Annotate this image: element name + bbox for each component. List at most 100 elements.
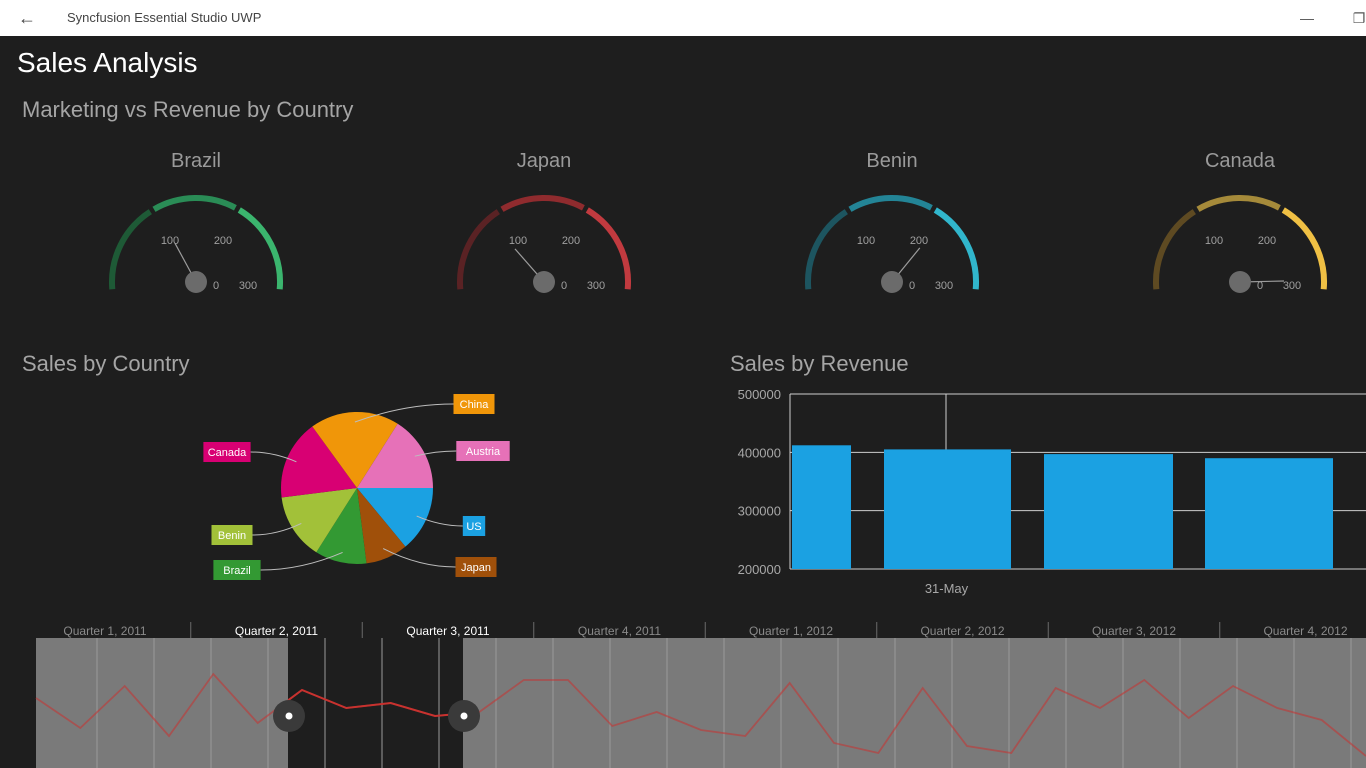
title-bar: ← Syncfusion Essential Studio UWP — ❐ bbox=[0, 0, 1366, 36]
bar-y-tick-label: 200000 bbox=[738, 562, 781, 577]
pie-label-connector bbox=[260, 551, 343, 571]
gauge-title: Canada bbox=[1204, 150, 1276, 172]
gauge-range-arc bbox=[804, 209, 848, 290]
gauge-scale-label: 200 bbox=[1258, 235, 1276, 247]
pie-data-label: Austria bbox=[466, 446, 501, 458]
pie-label-box bbox=[456, 441, 510, 461]
navigator-selected-range bbox=[288, 638, 463, 768]
gauge-range-arc bbox=[237, 207, 284, 290]
pie-slice bbox=[316, 488, 367, 564]
gauge-range-arc bbox=[456, 209, 500, 290]
bar-y-tick-label: 500000 bbox=[738, 387, 781, 402]
pie-data-label: US bbox=[466, 521, 481, 533]
range-thumb-dot bbox=[285, 712, 293, 720]
gauge-scale-label: 300 bbox=[935, 280, 953, 292]
gauge-needle-cap bbox=[533, 271, 555, 293]
pie-data-label: China bbox=[460, 399, 490, 411]
gauge-dial: 0 100 200 300 bbox=[1152, 195, 1328, 293]
bar-chart-title: Sales by Revenue bbox=[730, 351, 909, 376]
gauge-title: Japan bbox=[516, 150, 572, 172]
pie-label-box bbox=[453, 394, 495, 414]
pie-label-connector bbox=[414, 450, 457, 457]
gauge-range-arc bbox=[848, 195, 933, 212]
pie-data-label: Canada bbox=[208, 447, 247, 459]
bar-x-tick-label: 31-May bbox=[925, 581, 969, 596]
gauge-scale-label: 0 bbox=[1257, 280, 1263, 292]
navigator-quarter-label: Quarter 1, 2011 bbox=[63, 624, 146, 638]
gauge-scale-label: 0 bbox=[213, 280, 219, 292]
pie-label-connector bbox=[252, 522, 302, 536]
navigator-quarter-label: Quarter 3, 2012 bbox=[1092, 624, 1176, 638]
pie-chart-title: Sales by Country bbox=[22, 351, 190, 376]
pie-data-label: Benin bbox=[218, 530, 246, 542]
gauge-title: Brazil bbox=[170, 150, 221, 172]
gauge-scale-label: 200 bbox=[214, 235, 232, 247]
gauge-scale-label: 200 bbox=[910, 235, 928, 247]
gauge-scale-label: 100 bbox=[1205, 235, 1223, 247]
range-navigator[interactable]: Quarter 1, 2011 Quarter 2, 2011 Quarter 3,… bbox=[0, 612, 1366, 768]
window-title: Syncfusion Essential Studio UWP bbox=[67, 10, 262, 25]
navigator-quarter-label: Quarter 3, 2011 bbox=[406, 624, 489, 638]
navigator-quarter-label: Quarter 1, 2012 bbox=[749, 624, 833, 638]
gauge-scale-label: 0 bbox=[909, 280, 915, 292]
gauge-range-arc bbox=[933, 207, 980, 290]
gauge-range-arc bbox=[108, 209, 152, 290]
navigator-quarter-label: Quarter 4, 2011 bbox=[578, 624, 661, 638]
gauge-canada: Canada 0 100 200 300 bbox=[1090, 150, 1366, 310]
gauge-range-arc bbox=[1281, 207, 1328, 290]
navigator-quarter-label: Quarter 2, 2012 bbox=[920, 624, 1004, 638]
pie-data-label: Japan bbox=[461, 562, 491, 574]
pie-slice bbox=[357, 423, 433, 488]
bar-y-tick-label: 300000 bbox=[738, 504, 781, 519]
pie-label-box bbox=[203, 442, 251, 462]
range-thumb-dot bbox=[460, 712, 468, 720]
revenue-bar bbox=[1205, 458, 1333, 569]
gauge-scale-label: 100 bbox=[509, 235, 527, 247]
pie-slice bbox=[280, 426, 357, 498]
gauge-scale-label: 300 bbox=[1283, 280, 1301, 292]
navigator-line-series bbox=[35, 672, 1366, 757]
revenue-bar bbox=[884, 449, 1011, 569]
page-title: Sales Analysis bbox=[17, 47, 198, 78]
sales-by-country-pie-chart: US Japan Brazil Benin Canada China Austria bbox=[203, 394, 510, 580]
gauge-dial: 0 100 200 300 bbox=[456, 195, 632, 293]
gauge-scale-label: 300 bbox=[587, 280, 605, 292]
pie-slice bbox=[357, 488, 433, 547]
back-button[interactable]: ← bbox=[18, 8, 36, 28]
pie-label-box bbox=[455, 557, 497, 577]
minimize-button[interactable]: — bbox=[1300, 10, 1314, 26]
revenue-bar bbox=[792, 445, 851, 569]
gauge-range-arc bbox=[152, 195, 237, 212]
gauge-dial: 0 100 200 300 bbox=[108, 195, 284, 293]
gauge-scale-label: 200 bbox=[562, 235, 580, 247]
gauges-section-title: Marketing vs Revenue by Country bbox=[22, 97, 354, 122]
pie-label-connector bbox=[354, 403, 454, 423]
restore-button[interactable]: ❐ bbox=[1352, 10, 1366, 26]
pie-data-label: Brazil bbox=[223, 565, 251, 577]
gauge-range-arc bbox=[585, 207, 632, 290]
gauge-needle-cap bbox=[1229, 271, 1251, 293]
pie-slice bbox=[312, 411, 398, 488]
bar-y-tick-label: 400000 bbox=[738, 445, 781, 460]
navigator-track bbox=[36, 638, 1366, 768]
gauge-dial: 0 100 200 300 bbox=[804, 195, 980, 293]
pie-label-box bbox=[462, 516, 486, 536]
gauge-title: Benin bbox=[866, 150, 918, 172]
gauge-needle-cap bbox=[185, 271, 207, 293]
revenue-bar bbox=[1044, 454, 1173, 569]
gauge-scale-label: 100 bbox=[857, 235, 875, 247]
sales-by-revenue-bar-chart: 200000 300000 400000 500000 31-May bbox=[738, 387, 1366, 596]
navigator-quarter-label: Quarter 4, 2012 bbox=[1263, 624, 1347, 638]
gauge-benin: Benin 0 100 200 300 bbox=[742, 150, 1042, 310]
gauge-brazil: Brazil 0 100 200 300 bbox=[46, 150, 346, 310]
navigator-quarter-label: Quarter 2, 2011 bbox=[235, 624, 318, 638]
gauge-scale-label: 300 bbox=[239, 280, 257, 292]
pie-label-box bbox=[213, 560, 261, 580]
pie-label-connector bbox=[416, 515, 463, 527]
gauge-scale-label: 0 bbox=[561, 280, 567, 292]
gauge-range-arc bbox=[1152, 209, 1196, 290]
pie-label-connector bbox=[382, 548, 456, 568]
pie-label-connector bbox=[250, 451, 297, 463]
gauge-needle-cap bbox=[881, 271, 903, 293]
gauge-range-arc bbox=[1196, 195, 1281, 212]
